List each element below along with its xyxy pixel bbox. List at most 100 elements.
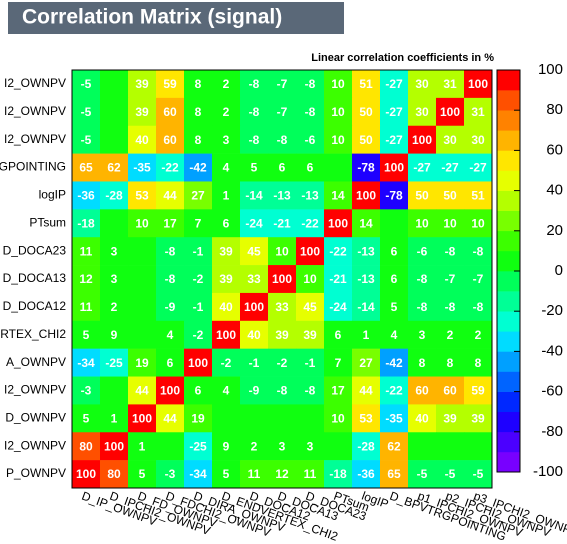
cell [184, 181, 213, 210]
cell-label: 10 [443, 216, 457, 230]
cell [268, 292, 297, 322]
cell [72, 348, 101, 377]
cell [436, 404, 465, 433]
cell-label: 50 [443, 189, 457, 203]
cell [128, 97, 157, 127]
cell-label: 8 [195, 105, 202, 119]
cell [128, 181, 157, 210]
cell-label: -5 [81, 133, 92, 147]
cell-label: 27 [359, 356, 373, 370]
cell [352, 265, 381, 294]
cell [296, 320, 325, 349]
cell-label: 3 [111, 244, 118, 258]
cell [324, 181, 353, 210]
cell [156, 348, 185, 377]
cell [100, 348, 129, 377]
cell [268, 432, 297, 461]
cell-label: 3 [279, 439, 286, 453]
cell-label: -8 [417, 272, 428, 286]
cell [128, 265, 157, 294]
palette-band [497, 70, 520, 91]
palette-band [497, 210, 520, 232]
cell [212, 320, 241, 349]
cell [212, 404, 241, 433]
cell [324, 97, 353, 127]
cell [128, 70, 157, 99]
y-tick-label: RTEX_CHI2 [0, 327, 66, 341]
cell-label: 8 [195, 133, 202, 147]
cell [240, 432, 269, 461]
cell-label: -8 [249, 77, 260, 91]
palette-band [497, 230, 520, 252]
cell-label: -2 [277, 356, 288, 370]
cell [156, 237, 185, 266]
chart-title: Correlation Matrix (signal) [22, 6, 282, 29]
cell [156, 153, 185, 182]
cell [184, 460, 213, 489]
cell-label: 39 [443, 412, 457, 426]
cell [464, 97, 493, 127]
cell-label: -13 [273, 189, 291, 203]
cell [128, 209, 157, 238]
cell-label: 33 [247, 272, 261, 286]
cell [100, 237, 129, 266]
cell [100, 460, 129, 489]
cell [352, 70, 381, 99]
cell [212, 237, 241, 266]
cell-label: -1 [193, 300, 204, 314]
cell-label: 4 [223, 384, 230, 398]
cell [240, 376, 269, 405]
cell [436, 348, 465, 377]
cell [380, 320, 409, 349]
cell-label: -8 [473, 244, 484, 258]
cell [240, 348, 269, 377]
cell [128, 153, 157, 182]
cell-label: -27 [441, 161, 459, 175]
cell [436, 376, 465, 405]
palette-band [497, 391, 520, 412]
cell-label: 6 [195, 384, 202, 398]
cell [352, 153, 381, 182]
cell [436, 153, 465, 182]
cell-label: 7 [195, 216, 202, 230]
y-tick-label: GPOINTING [0, 160, 66, 174]
cell [72, 125, 101, 154]
cell-label: -22 [329, 244, 347, 258]
cell [212, 348, 241, 377]
cell [212, 265, 241, 294]
cell-label: 5 [139, 467, 146, 481]
cell-label: -1 [305, 356, 316, 370]
cell-label: 3 [307, 439, 314, 453]
cell-label: 60 [415, 384, 429, 398]
cell-label: 100 [468, 77, 488, 91]
cell [464, 320, 493, 349]
cell-label: 39 [471, 412, 485, 426]
cell-label: 53 [359, 412, 373, 426]
palette-band [497, 190, 520, 211]
cell [380, 376, 409, 405]
cell-label: -9 [249, 384, 260, 398]
z-tick-label: -60 [541, 383, 563, 400]
cell [436, 432, 465, 461]
cell [72, 209, 101, 238]
palette-band [497, 411, 520, 433]
cell [464, 265, 493, 294]
cell-label: 6 [391, 272, 398, 286]
cell [100, 70, 129, 99]
cell-label: 5 [83, 328, 90, 342]
cell [380, 237, 409, 266]
cell [184, 125, 213, 154]
cell [100, 153, 129, 182]
cell [296, 181, 325, 210]
cell-label: 40 [247, 328, 261, 342]
cell [240, 292, 269, 322]
cell [156, 97, 185, 127]
cell-label: 3 [223, 133, 230, 147]
cell [296, 97, 325, 127]
cell-label: -13 [357, 244, 375, 258]
cell [380, 460, 409, 489]
cell [156, 265, 185, 294]
cell-label: -5 [417, 467, 428, 481]
cell [296, 70, 325, 99]
cell [436, 460, 465, 489]
